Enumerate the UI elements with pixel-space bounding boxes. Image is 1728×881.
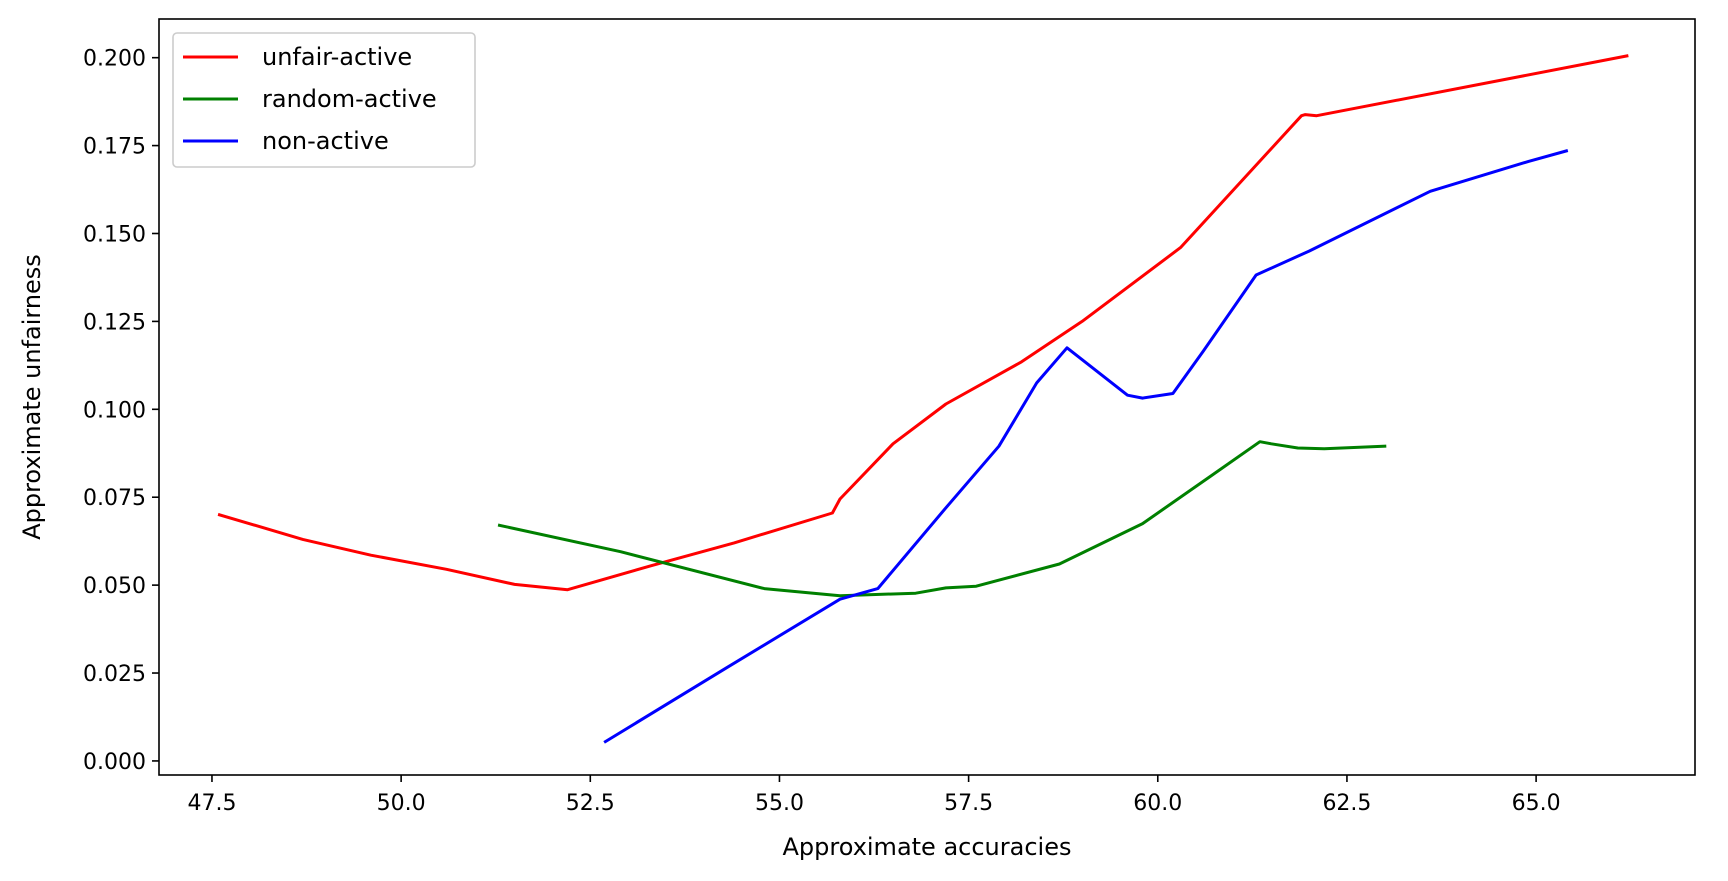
- y-axis-label: Approximate unfairness: [18, 254, 46, 540]
- y-tick-label: 0.025: [83, 662, 146, 687]
- x-tick-label: 60.0: [1133, 791, 1182, 816]
- legend-box: [172, 32, 476, 168]
- x-tick-label: 50.0: [377, 791, 426, 816]
- x-tick-label: 65.0: [1512, 791, 1561, 816]
- series-line-unfair-active: [217, 54, 1629, 592]
- y-tick-label: 0.150: [83, 222, 146, 247]
- plot-frame: [158, 18, 1696, 776]
- y-tick-label: 0.100: [83, 398, 146, 423]
- y-tick-label: 0.075: [83, 486, 146, 511]
- legend-label-random-active: random-active: [262, 85, 437, 113]
- legend-label-unfair-active: unfair-active: [262, 43, 412, 71]
- y-tick-label: 0.200: [83, 47, 146, 72]
- y-tick-label: 0.000: [83, 750, 146, 775]
- x-axis: 47.5 50.0 52.5 55.0 57.5 60.0 62.5 65.0: [187, 775, 1561, 816]
- series-layer: [217, 54, 1629, 744]
- y-tick-label: 0.125: [83, 310, 146, 335]
- x-axis-label: Approximate accuracies: [783, 833, 1072, 861]
- x-tick-label: 47.5: [187, 791, 236, 816]
- series-line-random-active: [497, 440, 1387, 598]
- y-tick-label: 0.050: [83, 574, 146, 599]
- legend: unfair-active random-active non-active: [172, 32, 476, 168]
- x-tick-label: 57.5: [944, 791, 993, 816]
- legend-label-non-active: non-active: [262, 127, 389, 155]
- y-axis: 0.000 0.025 0.050 0.075 0.100 0.125 0.150 0.175…: [83, 47, 159, 775]
- x-tick-label: 52.5: [566, 791, 615, 816]
- y-tick-label: 0.175: [83, 135, 146, 160]
- series-line-non-active: [603, 149, 1569, 744]
- x-tick-label: 55.0: [755, 791, 804, 816]
- x-tick-label: 62.5: [1322, 791, 1371, 816]
